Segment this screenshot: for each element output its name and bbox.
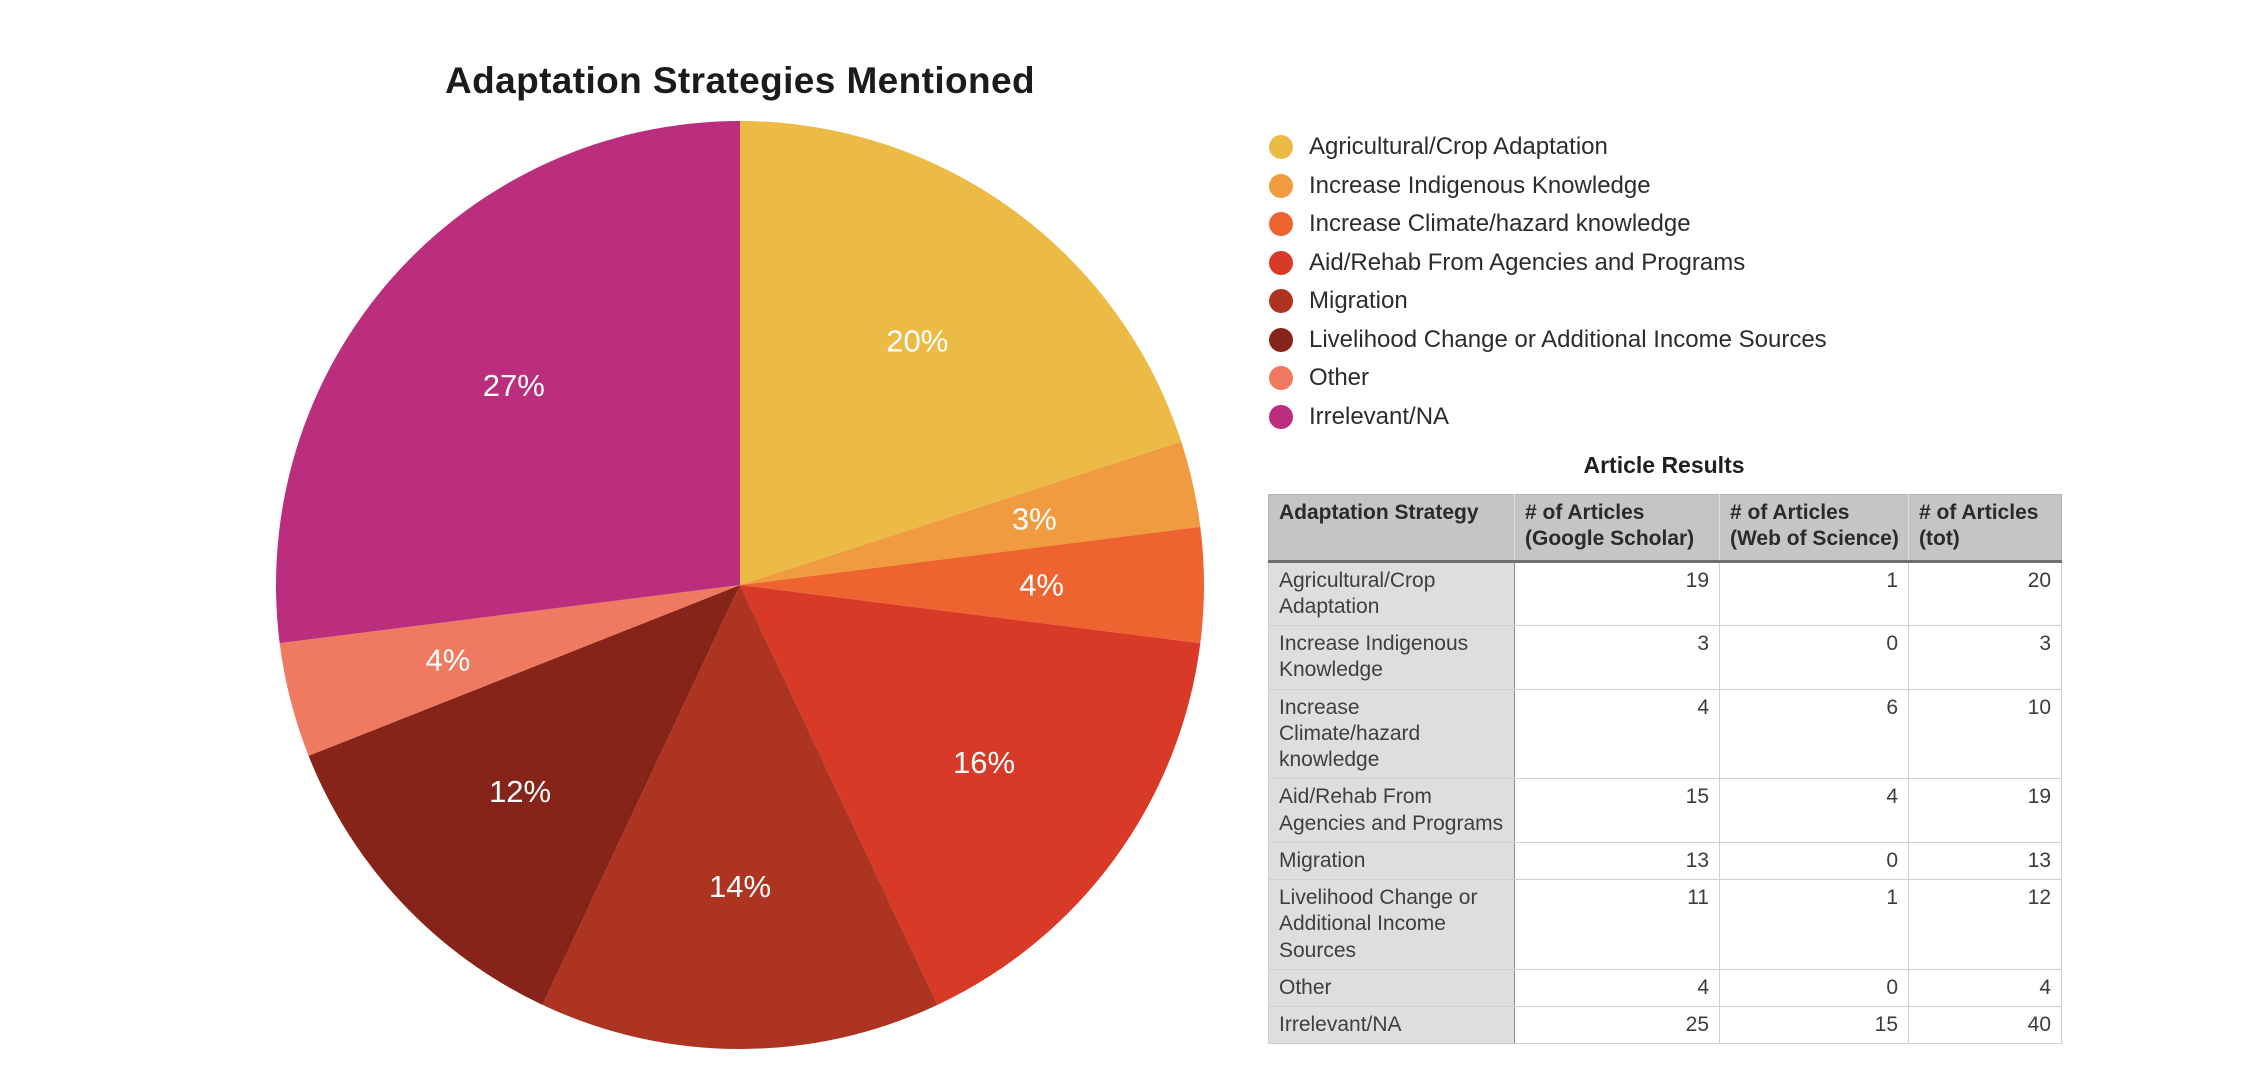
legend-item: Increase Indigenous Knowledge: [1269, 167, 1827, 206]
table-cell-strategy: Migration: [1268, 841, 1515, 881]
legend-item: Agricultural/Crop Adaptation: [1269, 128, 1827, 167]
pie-slice: [740, 526, 1204, 644]
pie-chart-title: Adaptation Strategies Mentioned: [444, 60, 1036, 101]
table-cell-count: 1: [1719, 560, 1909, 626]
legend-item: Livelihood Change or Additional Income S…: [1269, 321, 1827, 360]
pie-slice-label: 27%: [483, 368, 545, 403]
legend-color-dot-icon: [1269, 289, 1293, 314]
legend-label: Migration: [1309, 287, 1408, 315]
legend-color-dot-icon: [1269, 327, 1293, 352]
table-cell-strategy: Other: [1268, 968, 1515, 1008]
pie-slice: [740, 121, 1182, 585]
pie-slice: [279, 585, 740, 756]
table-cell-strategy: Increase Climate/hazard knowledge: [1268, 688, 1515, 780]
table-header-row: Adaptation Strategy # of Articles (Google…: [1268, 494, 2062, 563]
table-cell-count: 6: [1719, 688, 1909, 780]
table-cell-count: 12: [1908, 879, 2062, 970]
table-title: Article Results: [1583, 452, 1745, 478]
table-cell-strategy: Irrelevant/NA: [1268, 1005, 1515, 1045]
table-cell-count: 3: [1514, 625, 1720, 690]
table-cell-count: 13: [1514, 841, 1720, 881]
table-row: Irrelevant/NA 25 15 40: [1268, 1005, 2062, 1045]
table-row: Aid/Rehab From Agencies and Programs 15 4 1…: [1268, 778, 2062, 843]
table-cell-strategy: Agricultural/Crop Adaptation: [1268, 560, 1515, 626]
pie-slice-label: 12%: [489, 774, 551, 809]
legend-label: Irrelevant/NA: [1309, 402, 1450, 430]
legend-label: Agricultural/Crop Adaptation: [1309, 133, 1608, 161]
table-cell-count: 19: [1514, 560, 1720, 626]
table-cell-count: 1: [1719, 879, 1909, 970]
pie-slice-label: 16%: [953, 745, 1015, 780]
legend-item: Irrelevant/NA: [1269, 398, 1827, 437]
table-cell-count: 13: [1908, 841, 2062, 881]
legend-label: Increase Indigenous Knowledge: [1309, 171, 1651, 199]
table-cell-count: 15: [1719, 1005, 1909, 1045]
pie-legend: Agricultural/Crop Adaptation Increase Ind…: [1269, 128, 1827, 436]
legend-color-dot-icon: [1269, 250, 1293, 275]
legend-item: Aid/Rehab From Agencies and Programs: [1269, 244, 1827, 283]
table-header-cell: Adaptation Strategy: [1268, 494, 1515, 563]
table-cell-count: 19: [1908, 778, 2062, 843]
table-cell-count: 4: [1908, 968, 2062, 1008]
table-cell-count: 0: [1719, 841, 1909, 881]
legend-color-dot-icon: [1269, 212, 1293, 237]
table-cell-count: 40: [1908, 1005, 2062, 1045]
table-cell-count: 4: [1514, 688, 1720, 780]
pie-slice-label: 4%: [425, 643, 470, 678]
table-cell-strategy: Livelihood Change or Additional Income S…: [1268, 879, 1515, 970]
legend-label: Increase Climate/hazard knowledge: [1309, 210, 1691, 238]
table-header-cell: # of Articles (Web of Science): [1719, 494, 1909, 563]
legend-color-dot-icon: [1269, 366, 1293, 391]
pie-slice: [276, 121, 740, 644]
legend-color-dot-icon: [1269, 135, 1293, 160]
table-row: Livelihood Change or Additional Income S…: [1268, 879, 2062, 970]
table-row: Increase Indigenous Knowledge 3 0 3: [1268, 625, 2062, 690]
table-cell-strategy: Aid/Rehab From Agencies and Programs: [1268, 778, 1515, 843]
table-cell-count: 3: [1908, 625, 2062, 690]
legend-label: Aid/Rehab From Agencies and Programs: [1309, 248, 1746, 276]
pie-slice-label: 4%: [1019, 568, 1064, 603]
table-cell-count: 15: [1514, 778, 1720, 843]
pie-slice: [740, 585, 1201, 1005]
table-row: Other 4 0 4: [1268, 968, 2062, 1008]
table-cell-count: 0: [1719, 968, 1909, 1008]
pie-slice: [308, 585, 740, 1005]
table-cell-strategy: Increase Indigenous Knowledge: [1268, 625, 1515, 690]
pie-chart: 20% 3% 4% 16% 14% 12% 4% 27%: [276, 121, 1204, 1049]
pie-slice-label: 14%: [709, 869, 771, 904]
legend-item: Migration: [1269, 282, 1827, 321]
table-header-cell: # of Articles (Google Scholar): [1514, 494, 1720, 563]
table-cell-count: 4: [1719, 778, 1909, 843]
pie-slice-label: 3%: [1012, 502, 1057, 537]
table-cell-count: 25: [1514, 1005, 1720, 1045]
legend-item: Other: [1269, 359, 1827, 398]
pie-slice: [740, 441, 1201, 585]
table-cell-count: 4: [1514, 968, 1720, 1008]
table-cell-count: 20: [1908, 560, 2062, 626]
table-header-cell: # of Articles (tot): [1908, 494, 2062, 563]
table-row: Increase Climate/hazard knowledge 4 6 10: [1268, 688, 2062, 780]
legend-color-dot-icon: [1269, 404, 1293, 429]
legend-color-dot-icon: [1269, 173, 1293, 198]
legend-item: Increase Climate/hazard knowledge: [1269, 205, 1827, 244]
table-cell-count: 0: [1719, 625, 1909, 690]
legend-label: Livelihood Change or Additional Income S…: [1309, 325, 1827, 353]
article-results-table: Adaptation Strategy # of Articles (Google…: [1268, 494, 2062, 1045]
table-cell-count: 11: [1514, 879, 1720, 970]
table-row: Agricultural/Crop Adaptation 19 1 20: [1268, 560, 2062, 626]
table-row: Migration 13 0 13: [1268, 841, 2062, 881]
table-cell-count: 10: [1908, 688, 2062, 780]
legend-label: Other: [1309, 364, 1370, 392]
pie-slice-label: 20%: [886, 324, 948, 359]
pie-slice: [542, 585, 938, 1049]
